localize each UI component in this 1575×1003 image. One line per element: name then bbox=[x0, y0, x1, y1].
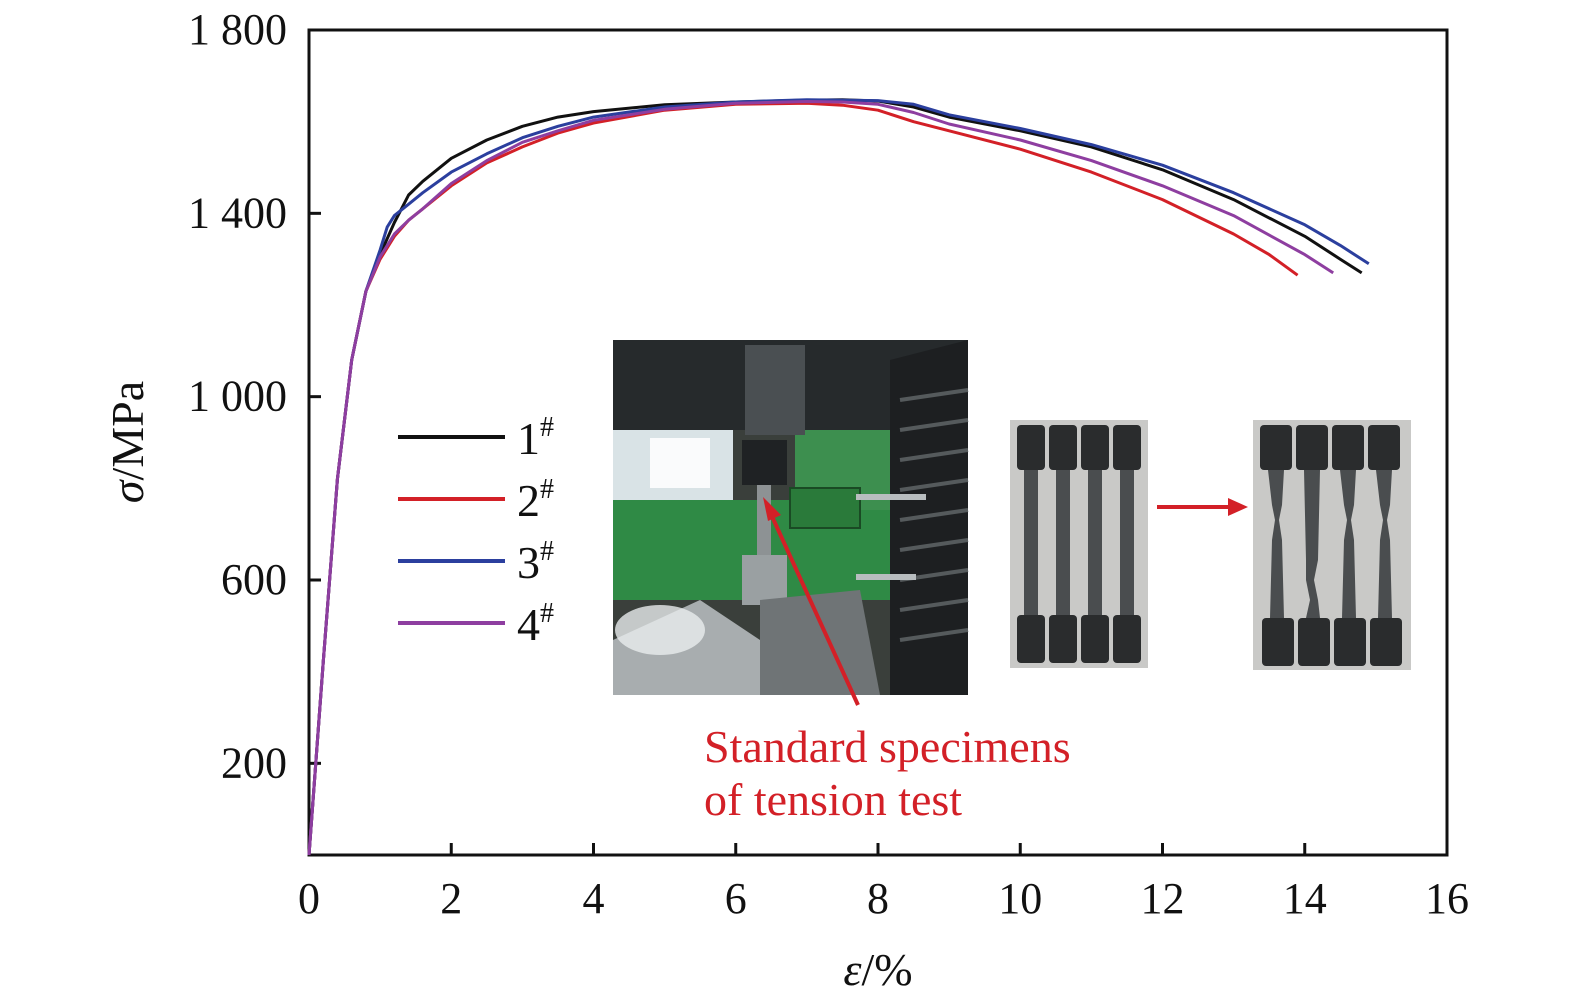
legend-label-3: 3# bbox=[517, 536, 554, 588]
legend-label-2: 2# bbox=[517, 474, 554, 526]
x-tick-label: 0 bbox=[298, 874, 320, 923]
specimens-before-photo bbox=[1010, 420, 1148, 668]
x-tick-label: 6 bbox=[725, 874, 747, 923]
x-tick-label: 14 bbox=[1283, 874, 1327, 923]
legend-label-4: 4# bbox=[517, 598, 554, 650]
specimen-pointer-arrow bbox=[763, 497, 860, 706]
y-tick-label: 1 000 bbox=[188, 372, 287, 421]
y-tick-label: 1 800 bbox=[188, 5, 287, 54]
legend: 1# 2# 3# 4# bbox=[398, 412, 554, 650]
x-axis-title: ε/% bbox=[843, 944, 912, 995]
tensile-machine-photo bbox=[613, 340, 969, 695]
before-after-arrow bbox=[1157, 498, 1248, 516]
axis-ticks bbox=[309, 211, 1307, 855]
y-tick-label: 200 bbox=[221, 738, 287, 787]
annotation-line-2: of tension test bbox=[704, 774, 962, 825]
x-tick-label: 4 bbox=[583, 874, 605, 923]
annotation-line-1: Standard specimens bbox=[704, 721, 1071, 772]
y-axis-title: σ/MPa bbox=[102, 381, 153, 503]
x-tick-label: 12 bbox=[1141, 874, 1185, 923]
x-tick-label: 10 bbox=[998, 874, 1042, 923]
series-lines bbox=[307, 98, 1370, 856]
legend-label-1: 1# bbox=[517, 412, 554, 464]
specimens-after-photo bbox=[1253, 420, 1411, 670]
series-line-4 bbox=[307, 100, 1335, 856]
x-tick-label: 8 bbox=[867, 874, 889, 923]
y-tick-label: 600 bbox=[221, 555, 287, 604]
axis-tick-labels: 0 2 4 6 8 10 12 14 16 200 600 1 000 1 400 1 800 bbox=[188, 5, 1469, 923]
x-tick-label: 2 bbox=[440, 874, 462, 923]
y-tick-label: 1 400 bbox=[188, 188, 287, 237]
x-tick-label: 16 bbox=[1425, 874, 1469, 923]
